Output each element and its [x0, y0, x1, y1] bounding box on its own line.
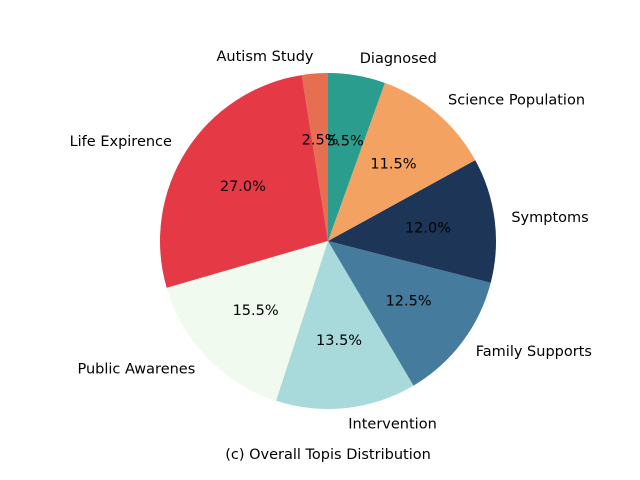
slice-percent-diagnosed: 5.5%	[327, 134, 364, 150]
slice-percentages: 2.5% 27.0% 15.5% 13.5% 12.5% 12.0% 11.5% 5.5%	[220, 133, 451, 350]
pie-slice-symptoms	[328, 160, 497, 283]
slice-percent-life-expirence: 27.0%	[220, 179, 266, 195]
slice-label-science-population: Science Population	[448, 92, 585, 108]
slice-label-autism-study: Autism Study	[217, 49, 314, 65]
slice-label-intervention: Intervention	[348, 417, 437, 433]
slice-labels: Autism Study Life Expirence Public Awarene…	[70, 49, 592, 433]
pie-slices	[159, 73, 497, 409]
slice-percent-intervention: 13.5%	[316, 333, 362, 349]
slice-percent-symptoms: 12.0%	[405, 220, 451, 236]
slice-label-diagnosed: Diagnosed	[360, 51, 437, 67]
slice-percent-autism-study: 2.5%	[302, 133, 339, 149]
pie-slice-public-awarenes	[166, 241, 328, 401]
slice-label-family-supports: Family Supports	[476, 344, 592, 360]
pie-slice-autism-study	[301, 73, 328, 241]
slice-percent-science-population: 11.5%	[370, 156, 416, 172]
pie-slice-diagnosed	[328, 73, 385, 241]
pie-slice-intervention	[276, 241, 414, 409]
slice-label-public-awarenes: Public Awarenes	[77, 362, 195, 378]
slice-label-life-expirence: Life Expirence	[70, 134, 172, 150]
pie-slice-life-expirence	[159, 75, 328, 288]
slice-percent-public-awarenes: 15.5%	[233, 303, 279, 319]
slice-percent-family-supports: 12.5%	[386, 294, 432, 310]
pie-slice-science-population	[328, 82, 476, 241]
slice-label-symptoms: Symptoms	[511, 210, 588, 226]
pie-slice-family-supports	[328, 241, 491, 386]
chart-caption: (c) Overall Topis Distribution	[225, 447, 431, 463]
